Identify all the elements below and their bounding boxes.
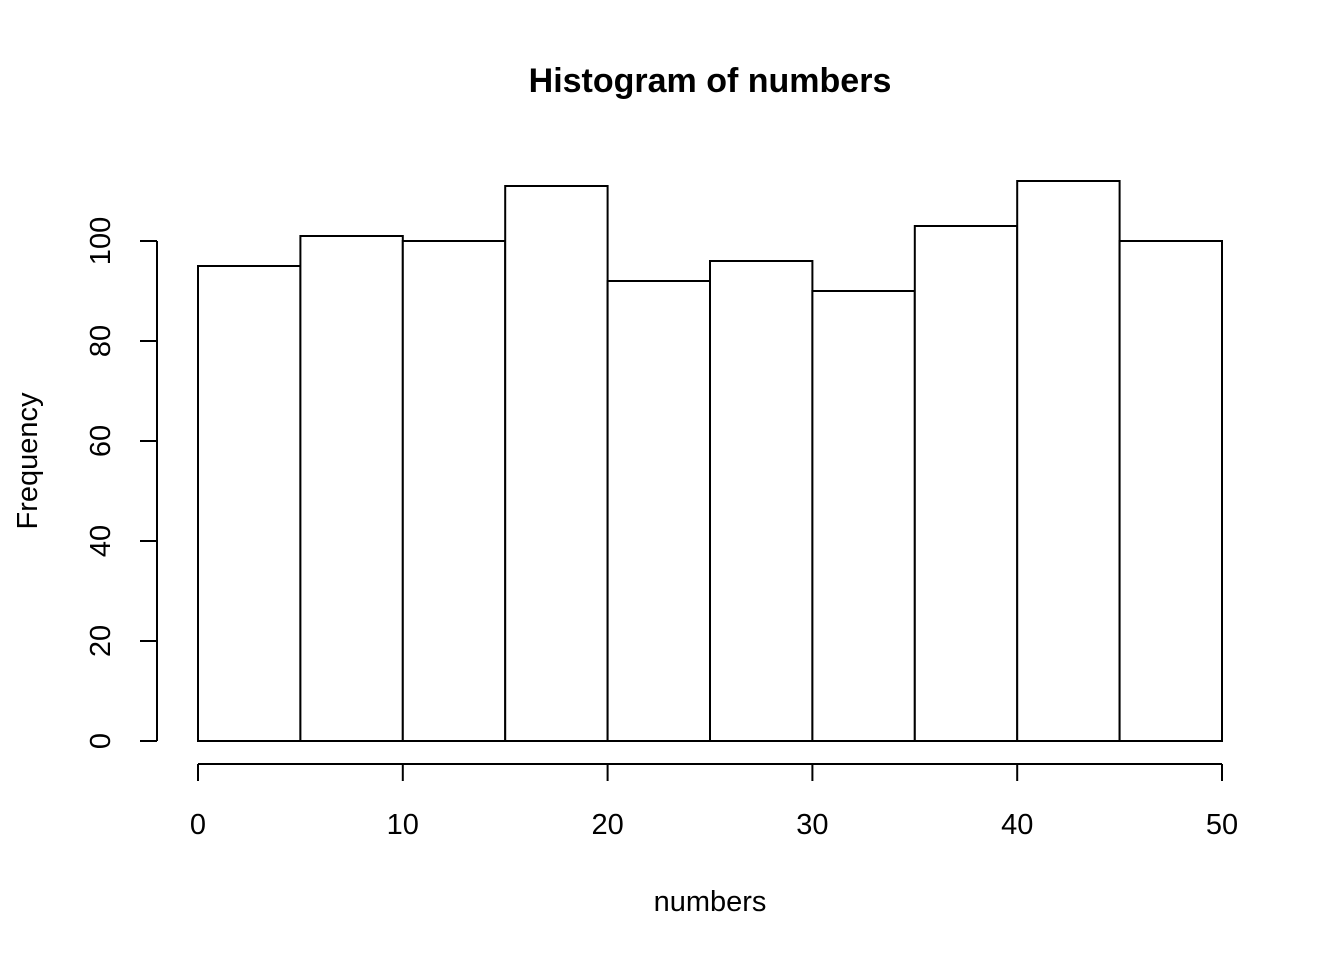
y-axis-label: Frequency xyxy=(12,392,44,530)
y-tick-label: 100 xyxy=(85,217,117,265)
histogram-bar-5-10 xyxy=(299,235,404,742)
chart-title: Histogram of numbers xyxy=(529,62,892,100)
x-tick-label: 40 xyxy=(1001,809,1033,841)
histogram-bar-25-30 xyxy=(709,260,814,742)
histogram-bar-40-45 xyxy=(1016,180,1121,742)
y-tick-label: 60 xyxy=(85,425,117,457)
x-tick-label: 30 xyxy=(796,809,828,841)
y-tick-label: 80 xyxy=(85,325,117,357)
histogram-bar-45-50 xyxy=(1118,240,1223,742)
x-tick-label: 50 xyxy=(1206,809,1238,841)
histogram-bar-30-35 xyxy=(811,290,916,742)
histogram-bar-0-5 xyxy=(197,265,302,742)
x-tick-label: 20 xyxy=(591,809,623,841)
x-tick-label: 10 xyxy=(387,809,419,841)
y-tick-label: 20 xyxy=(85,625,117,657)
y-axis: 0 20 40 60 80 100 xyxy=(85,217,158,749)
x-axis: 0 10 20 30 40 50 xyxy=(190,763,1238,841)
y-tick-label: 40 xyxy=(85,525,117,557)
y-tick-label: 0 xyxy=(85,733,117,749)
histogram-bars xyxy=(197,180,1223,742)
x-tick-label: 0 xyxy=(190,809,206,841)
histogram-bar-20-25 xyxy=(606,280,711,742)
histogram-bar-15-20 xyxy=(504,185,609,742)
histogram-bar-10-15 xyxy=(401,240,507,742)
x-axis-label: numbers xyxy=(654,886,767,918)
histogram-bar-35-40 xyxy=(913,225,1019,742)
